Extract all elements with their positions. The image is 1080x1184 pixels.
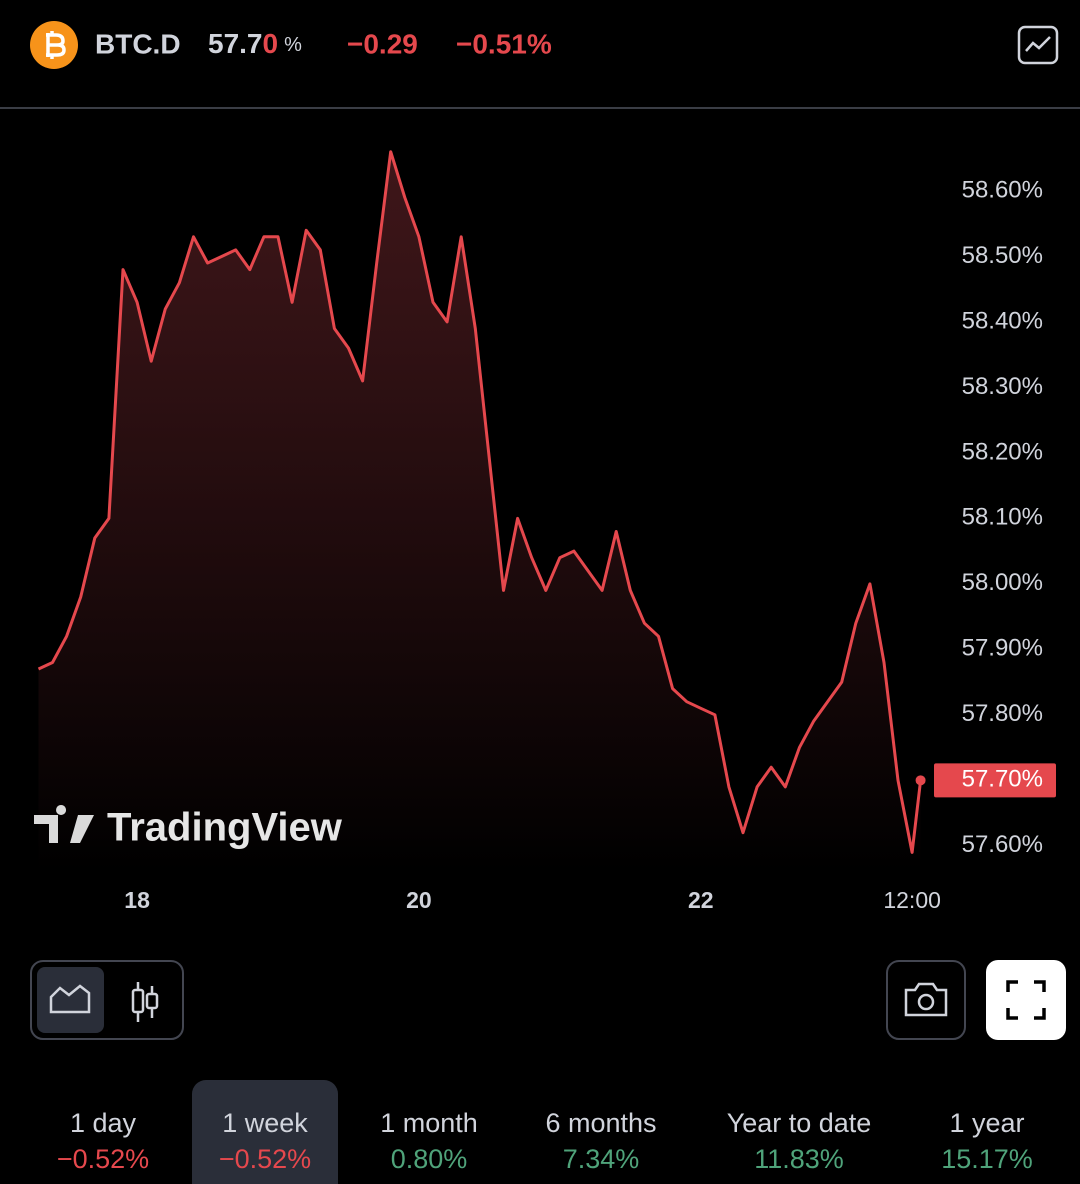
fullscreen-frame[interactable]	[986, 960, 1066, 1040]
period-label[interactable]: 1 year	[949, 1108, 1024, 1138]
switch-frame	[30, 960, 184, 1040]
x-tick-label: 22	[688, 887, 714, 913]
watermark-text: TradingView	[107, 806, 343, 850]
chart-toggle-button[interactable]	[1017, 25, 1059, 65]
header: BTC.D 57.70% −0.29 −0.51%	[0, 21, 1080, 109]
period-label[interactable]: 1 month	[380, 1108, 478, 1138]
chart-toggle-glyph	[1025, 36, 1051, 52]
period-change[interactable]: 0.80%	[391, 1144, 468, 1174]
change: −0.29	[347, 28, 418, 59]
current-value-label: 57.70%	[962, 766, 1043, 793]
last-point	[915, 775, 926, 786]
y-tick-label: 58.60%	[962, 176, 1043, 203]
period-tab[interactable]: 6 months 7.34%	[545, 1108, 656, 1174]
watermark-logo	[34, 805, 94, 843]
period-change[interactable]: −0.52%	[57, 1144, 149, 1174]
camera-lens	[917, 993, 935, 1011]
plot: 57.60% 57.70% 57.80% 57.90% 58.00% 58.10% 58.2…	[34, 150, 1056, 913]
x-tick-label: 12:00	[883, 887, 941, 913]
area-style-glyph	[49, 984, 91, 1014]
y-tick-label: 58.20%	[962, 438, 1043, 465]
y-tick-label: 58.40%	[962, 307, 1043, 334]
period-change[interactable]: 11.83%	[754, 1144, 844, 1174]
period-tab[interactable]: 1 day −0.52%	[57, 1108, 149, 1174]
period-tab[interactable]: 1 year 15.17%	[941, 1108, 1033, 1174]
current-value-tag	[934, 763, 1056, 798]
camera-glyph	[904, 982, 948, 1017]
price-main: 57.7	[208, 28, 263, 59]
price-unit: %	[284, 34, 302, 56]
symbol: BTC.D	[95, 28, 181, 59]
chart-style-switch	[30, 960, 184, 1040]
snapshot-frame[interactable]	[886, 960, 966, 1040]
fullscreen-glyph	[1006, 980, 1046, 1020]
period-label[interactable]: Year to date	[727, 1108, 872, 1138]
period-tab[interactable]: Year to date 11.83%	[727, 1108, 872, 1174]
candle-body	[131, 988, 145, 1014]
period-change[interactable]: 15.17%	[941, 1144, 1033, 1174]
y-tick-label: 58.10%	[962, 504, 1043, 531]
area-style-button[interactable]	[37, 967, 104, 1033]
price-line	[37, 150, 923, 854]
y-tick-label: 57.60%	[962, 831, 1043, 858]
y-tick-label: 58.50%	[962, 242, 1043, 269]
area-fill	[38, 151, 921, 872]
y-tick-label: 57.80%	[962, 700, 1043, 727]
snapshot-button[interactable]	[886, 960, 966, 1040]
period-tabs: 1 day −0.52% 1 week −0.52% 1 month 0.80% 6 mon…	[57, 1080, 1033, 1184]
period-tab[interactable]: 1 week −0.52%	[192, 1080, 338, 1184]
price-flash: 0	[263, 28, 279, 59]
period-label[interactable]: 6 months	[545, 1108, 656, 1138]
chart-toggle-frame[interactable]	[1017, 25, 1059, 65]
change-percent: −0.51%	[456, 28, 552, 59]
x-tick-label: 18	[124, 887, 150, 913]
y-tick-label: 58.30%	[962, 373, 1043, 400]
period-change[interactable]: 7.34%	[563, 1144, 640, 1174]
fullscreen-button[interactable]	[986, 960, 1066, 1040]
y-tick-label: 58.00%	[962, 569, 1043, 596]
period-tab[interactable]: 1 month 0.80%	[380, 1108, 478, 1174]
price: 57.70%	[208, 28, 302, 59]
candle-body	[145, 992, 159, 1010]
x-tick-label: 20	[406, 887, 432, 913]
active-tab-bg[interactable]	[192, 1080, 338, 1184]
period-label[interactable]: 1 day	[70, 1108, 137, 1138]
period-change[interactable]: −0.52%	[219, 1144, 311, 1174]
period-label[interactable]: 1 week	[222, 1108, 308, 1138]
bitcoin-glyph	[46, 31, 66, 59]
watermark: TradingView	[34, 805, 343, 850]
y-tick-label: 57.90%	[962, 635, 1043, 662]
